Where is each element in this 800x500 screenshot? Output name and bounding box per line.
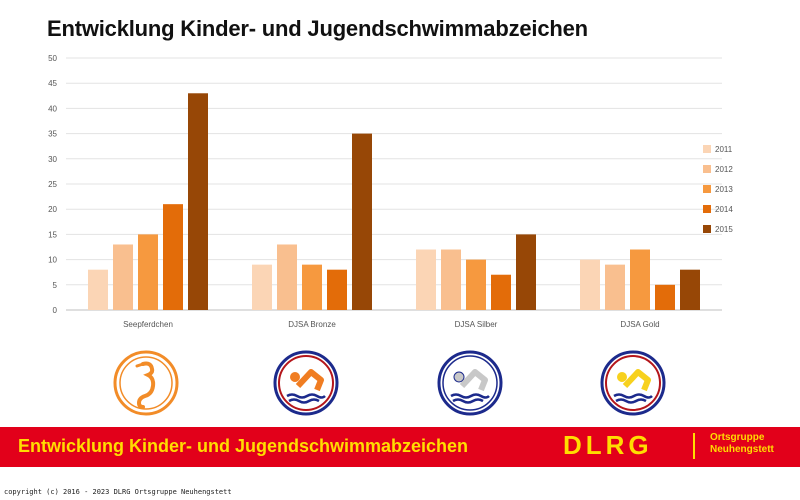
bar bbox=[416, 249, 436, 310]
bar bbox=[252, 264, 272, 310]
legend-swatch bbox=[703, 165, 711, 173]
chart-title: Entwicklung Kinder- und Jugendschwimmabz… bbox=[47, 16, 588, 41]
group-line-2: Neuhengstett bbox=[710, 444, 774, 455]
legend-label: 2011 bbox=[715, 145, 733, 154]
bar bbox=[302, 264, 322, 310]
bar bbox=[188, 93, 208, 310]
y-tick-label: 25 bbox=[48, 180, 57, 189]
bar bbox=[163, 204, 183, 310]
y-tick-label: 15 bbox=[48, 230, 57, 239]
swimmer-gold-badge-icon bbox=[600, 350, 666, 416]
badge-row bbox=[0, 350, 800, 420]
legend-swatch bbox=[703, 145, 711, 153]
x-tick-label: DJSA Bronze bbox=[288, 320, 336, 329]
bar bbox=[466, 259, 486, 310]
bar bbox=[441, 249, 461, 310]
bar bbox=[327, 269, 347, 310]
bar bbox=[680, 269, 700, 310]
group-line-1: Ortsgruppe bbox=[710, 432, 765, 443]
y-tick-label: 35 bbox=[48, 130, 57, 139]
bar bbox=[352, 133, 372, 310]
x-tick-label: DJSA Silber bbox=[455, 320, 498, 329]
bar bbox=[630, 249, 650, 310]
copyright-text: copyright (c) 2016 - 2023 DLRG Ortsgrupp… bbox=[4, 488, 232, 496]
seahorse-badge-icon bbox=[113, 350, 179, 416]
banner-text: Entwicklung Kinder- und Jugendschwimmabz… bbox=[18, 436, 469, 456]
footer-banner: Entwicklung Kinder- und Jugendschwimmabz… bbox=[0, 427, 800, 467]
bar-chart: 0 5 10 15 20 25 30 35 40 45 50 Seepferdchen DJSA Bro… bbox=[48, 54, 733, 329]
y-tick-label: 50 bbox=[48, 54, 57, 63]
bar bbox=[277, 244, 297, 310]
legend-swatch bbox=[703, 185, 711, 193]
legend-label: 2012 bbox=[715, 165, 733, 174]
x-tick-label: Seepferdchen bbox=[123, 320, 173, 329]
y-tick-label: 10 bbox=[48, 256, 57, 265]
bar bbox=[138, 234, 158, 310]
y-tick-label: 0 bbox=[53, 306, 58, 315]
legend-swatch bbox=[703, 205, 711, 213]
bar bbox=[88, 269, 108, 310]
y-tick-label: 45 bbox=[48, 79, 57, 88]
x-tick-label: DJSA Gold bbox=[620, 320, 659, 329]
logo-divider bbox=[693, 433, 695, 459]
y-tick-label: 5 bbox=[53, 281, 58, 290]
legend-label: 2014 bbox=[715, 205, 733, 214]
y-tick-label: 30 bbox=[48, 155, 57, 164]
bar bbox=[516, 234, 536, 310]
group-name: Ortsgruppe Neuhengstett bbox=[710, 432, 774, 456]
bar bbox=[605, 264, 625, 310]
bar bbox=[113, 244, 133, 310]
bar bbox=[655, 284, 675, 310]
dlrg-logo: DLRG bbox=[563, 430, 653, 460]
legend-label: 2015 bbox=[715, 225, 733, 234]
legend-swatch bbox=[703, 225, 711, 233]
bar bbox=[580, 259, 600, 310]
bar bbox=[491, 274, 511, 310]
swimmer-bronze-badge-icon bbox=[273, 350, 339, 416]
y-tick-label: 20 bbox=[48, 205, 57, 214]
swimmer-silver-badge-icon bbox=[437, 350, 503, 416]
y-tick-label: 40 bbox=[48, 104, 57, 113]
legend-label: 2013 bbox=[715, 185, 733, 194]
